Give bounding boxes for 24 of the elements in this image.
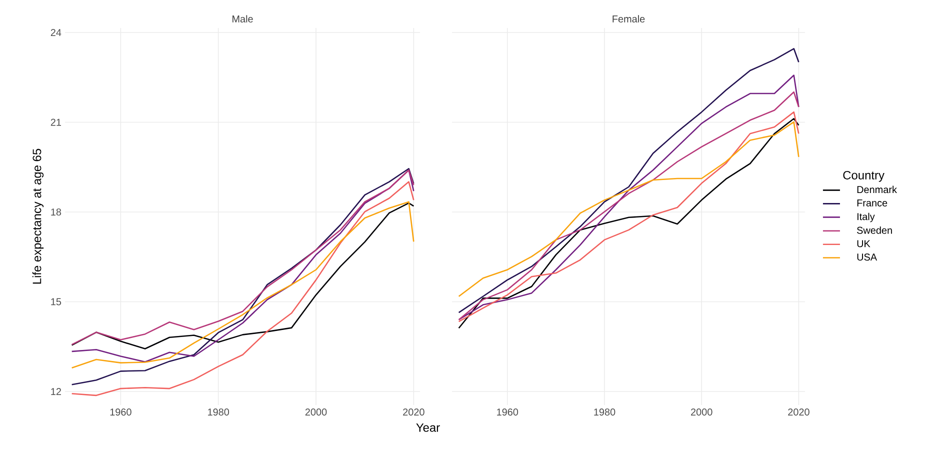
y-tick-label: 21 — [50, 118, 61, 126]
y-tick-label: 12 — [51, 388, 61, 396]
chart-title: Male — [232, 15, 253, 22]
x-tick-label: 1960 — [497, 408, 518, 416]
x-tick-label: 1980 — [594, 408, 616, 416]
legend-title: Country — [843, 170, 884, 182]
legend-label: Italy — [857, 212, 875, 222]
x-tick-label: 1960 — [110, 408, 132, 416]
y-tick-label: 24 — [50, 29, 62, 36]
y-tick-label: 15 — [51, 298, 62, 306]
x-tick-label: 2000 — [305, 408, 327, 416]
legend-label: UK — [857, 240, 870, 248]
x-axis-title: Year — [416, 423, 440, 432]
x-tick-label: 1980 — [208, 408, 230, 416]
x-tick-label: 2000 — [691, 408, 712, 416]
legend-label: France — [857, 200, 888, 206]
x-tick-label: 2020 — [403, 408, 424, 416]
y-axis-title: Life expectancy at age 65 — [32, 148, 44, 284]
x-tick-label: 2020 — [788, 408, 810, 416]
y-tick-label: 18 — [51, 208, 62, 216]
legend-label: Sweden — [857, 226, 892, 234]
legend-label: Denmark — [857, 186, 897, 194]
legend-label: USA — [857, 254, 878, 261]
chart-title: Female — [612, 15, 645, 22]
